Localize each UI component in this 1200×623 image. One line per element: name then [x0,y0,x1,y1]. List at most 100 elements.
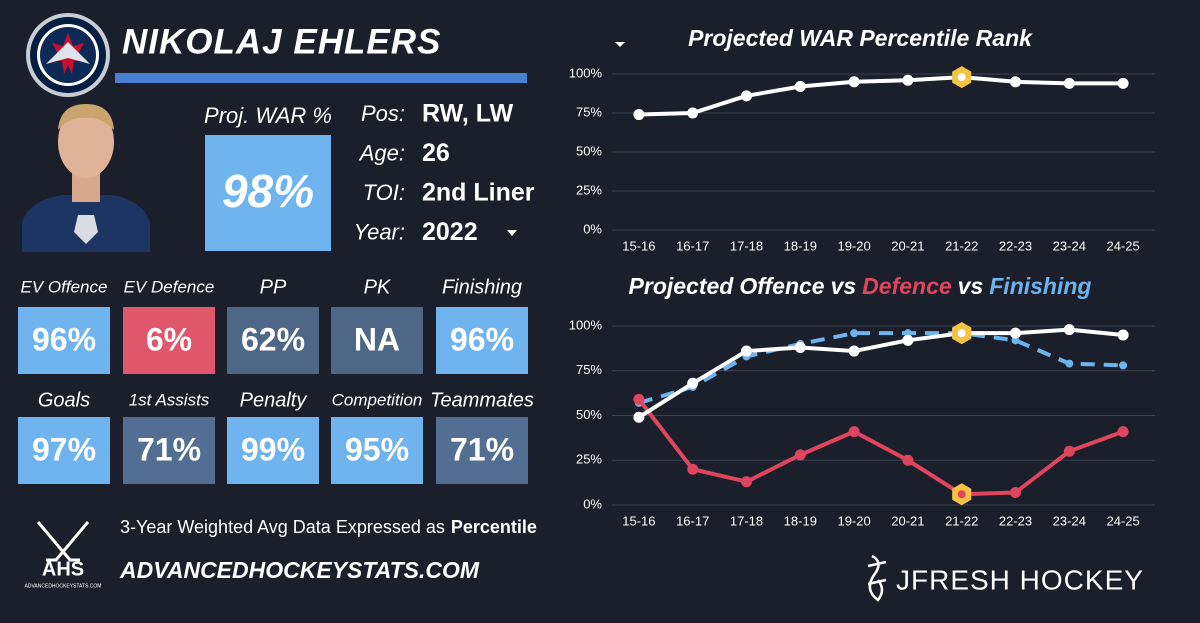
site-url: ADVANCEDHOCKEYSTATS.COM [119,557,480,583]
footer-note: 3-Year Weighted Avg Data Expressed as Per… [120,517,537,537]
title-part: Projected [629,273,735,299]
stat-tile [18,307,110,374]
tile-value: 71% [137,431,201,467]
tile-label: Finishing [442,276,522,298]
war-value: 98% [222,165,314,217]
x-tick-label: 15-16 [622,513,655,528]
point [633,109,645,121]
point [1119,361,1128,370]
tile-value: 6% [146,321,192,357]
tile-value: 96% [32,321,96,357]
point [1010,76,1021,88]
point [850,329,859,338]
stat-tile [436,417,528,484]
tile-label: Goals [38,389,90,411]
x-tick-label: 16-17 [676,513,709,528]
y-tick-label: 0% [583,496,602,511]
y-tick-label: 25% [576,182,602,197]
point [1011,336,1020,345]
y-tick-label: 100% [569,317,603,332]
stat-tile [227,417,319,484]
player-photo [22,104,150,252]
ahs-logo-site: ADVANCEDHOCKEYSTATS.COM [25,583,102,589]
tile-label: Competition [332,390,423,409]
tile-label: EV Offence [21,277,108,296]
brand: JFRESH HOCKEY [896,564,1144,595]
point [1063,324,1075,336]
war-tile [205,135,331,251]
tile-value: 96% [450,321,514,357]
highlight-dot [957,490,966,499]
y-tick-label: 100% [569,65,603,80]
stat-tile [123,417,215,484]
point [687,463,699,475]
team-logo [26,13,110,97]
point [902,454,914,466]
tile-value: NA [354,321,400,357]
x-tick-label: 20-21 [891,513,924,528]
info-value: 2nd Liner [422,179,535,207]
tile-value: 71% [450,431,514,467]
jfresh-logo [867,554,887,602]
tile-value: 95% [345,431,409,467]
point [1117,77,1129,89]
point [1065,359,1074,368]
series-line [638,75,1124,117]
point [1063,445,1075,457]
highlight-dot [957,329,966,338]
x-tick-label: 22-23 [999,513,1032,528]
x-tick-label: 16-17 [676,238,709,253]
point [903,329,912,338]
series-line [638,331,1124,405]
x-tick-label: 15-16 [622,238,655,253]
y-tick-label: 50% [576,143,602,158]
ahs-logo [36,521,90,562]
tile-label: PK [364,276,392,298]
point [848,345,860,357]
point [794,80,806,92]
title-series-name: Offence [739,273,824,299]
highlight-dot [957,73,966,82]
point [741,90,752,102]
year-dropdown[interactable] [507,230,517,236]
name-underline [115,73,527,83]
player-name: NIKOLAJ EHLERS [122,22,441,61]
x-tick-label: 23-24 [1053,238,1086,253]
title-series-name: Finishing [989,273,1091,299]
x-tick-label: 24-25 [1106,238,1139,253]
stat-tile [331,417,423,484]
point [902,334,914,346]
series-line [637,327,1124,419]
chart-title: Projected WAR Percentile Rank [688,25,1033,51]
y-tick-label: 25% [576,452,602,467]
y-tick-label: 50% [576,407,602,422]
series-line [637,398,1124,497]
info-label: Age: [358,140,405,165]
war-label: Proj. WAR % [204,103,332,128]
x-tick-label: 17-18 [730,513,763,528]
tile-label: PP [260,276,287,298]
point [794,449,806,461]
ahs-logo-text: AHS [42,558,84,580]
x-tick-label: 24-25 [1106,513,1139,528]
tile-value: 97% [32,431,96,467]
y-tick-label: 0% [583,221,602,236]
stat-tile [331,307,423,374]
title-part: vs [958,273,984,299]
stat-tile [18,417,110,484]
info-label: TOI: [363,180,405,205]
point [1010,327,1021,339]
chart-title: Projected Offence vs Defence vs Finishing [629,273,1092,299]
point [633,411,645,423]
chart-dropdown[interactable] [615,42,625,47]
x-tick-label: 20-21 [891,238,924,253]
point [1010,486,1021,498]
point [741,345,752,357]
point [794,341,806,353]
point [848,76,860,88]
point [848,426,860,438]
info-value: RW, LW [422,100,514,128]
point [1063,77,1075,89]
